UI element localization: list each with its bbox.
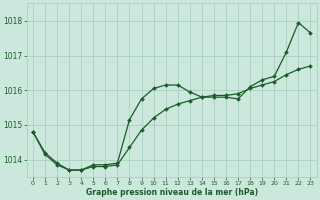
- X-axis label: Graphe pression niveau de la mer (hPa): Graphe pression niveau de la mer (hPa): [86, 188, 258, 197]
